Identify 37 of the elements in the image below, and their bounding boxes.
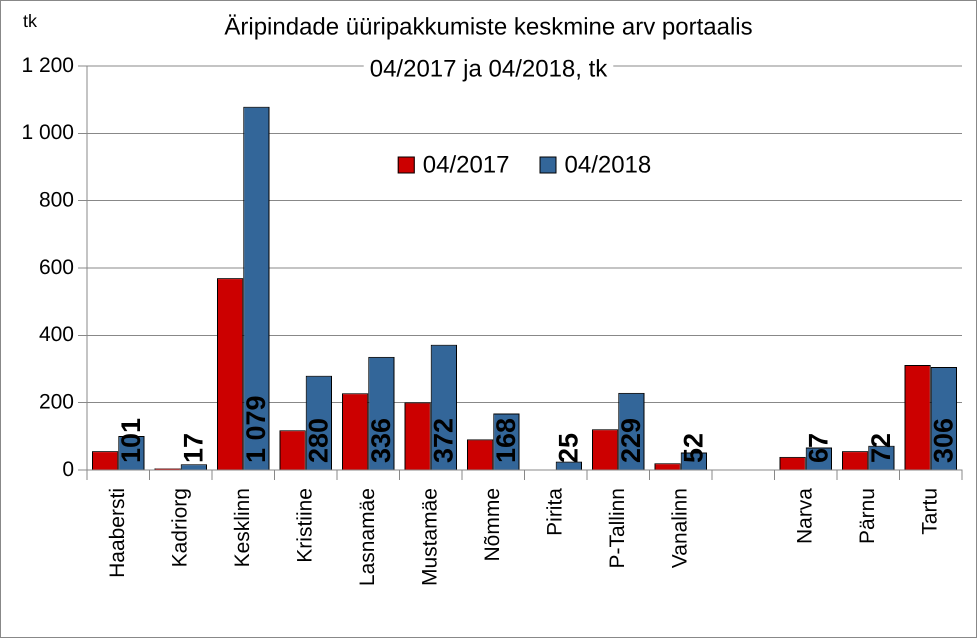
- y-tick-label: 400: [38, 323, 74, 346]
- data-label: 25: [553, 432, 584, 463]
- x-tick-label: P-Tallinn: [606, 488, 630, 569]
- data-label: 168: [490, 418, 521, 463]
- data-label: 52: [678, 432, 708, 463]
- data-label: 17: [178, 432, 208, 463]
- y-tick-label: 800: [38, 188, 74, 212]
- data-label: 72: [866, 432, 896, 463]
- x-tick-label: Nõmme: [481, 488, 504, 562]
- y-axis-title: tk: [22, 10, 38, 31]
- legend-label: 04/2017: [422, 152, 510, 179]
- x-tick-label: Pärnu: [856, 488, 880, 544]
- y-tick-label: 1 200: [21, 54, 74, 77]
- chart-title: Äripindade üüripakkumiste keskmine arv portaalis 04/2017 ja 04/2018, tk: [224, 14, 753, 83]
- data-label: 336: [366, 418, 396, 463]
- x-tick-label: Haabersti: [106, 488, 130, 578]
- data-label: 101: [116, 418, 146, 463]
- y-tick-label: 0: [62, 458, 74, 481]
- x-tick-label: Kristiine: [294, 488, 317, 563]
- data-label: 67: [803, 432, 834, 463]
- x-tick-label: Vanalinn: [668, 488, 692, 568]
- x-tick-label: Mustamäe: [418, 488, 442, 586]
- data-label: 372: [428, 418, 458, 463]
- y-tick-label: 1 000: [21, 121, 74, 144]
- x-tick-label: Kadriorg: [168, 488, 192, 568]
- x-tick-label: Tartu: [918, 488, 942, 535]
- legend-label: 04/2018: [564, 152, 652, 179]
- y-tick-label: 200: [38, 390, 74, 414]
- x-tick-label: Narva: [794, 488, 817, 544]
- data-label: 280: [303, 418, 334, 463]
- data-label: 1 079: [240, 395, 271, 463]
- x-tick-label: Kesklinn: [231, 488, 254, 568]
- x-tick-label: Pirita: [544, 488, 567, 536]
- data-label: 306: [928, 418, 958, 463]
- data-label: 229: [616, 418, 646, 463]
- y-tick-label: 600: [38, 256, 74, 279]
- x-tick-label: Lasnamäe: [356, 488, 380, 586]
